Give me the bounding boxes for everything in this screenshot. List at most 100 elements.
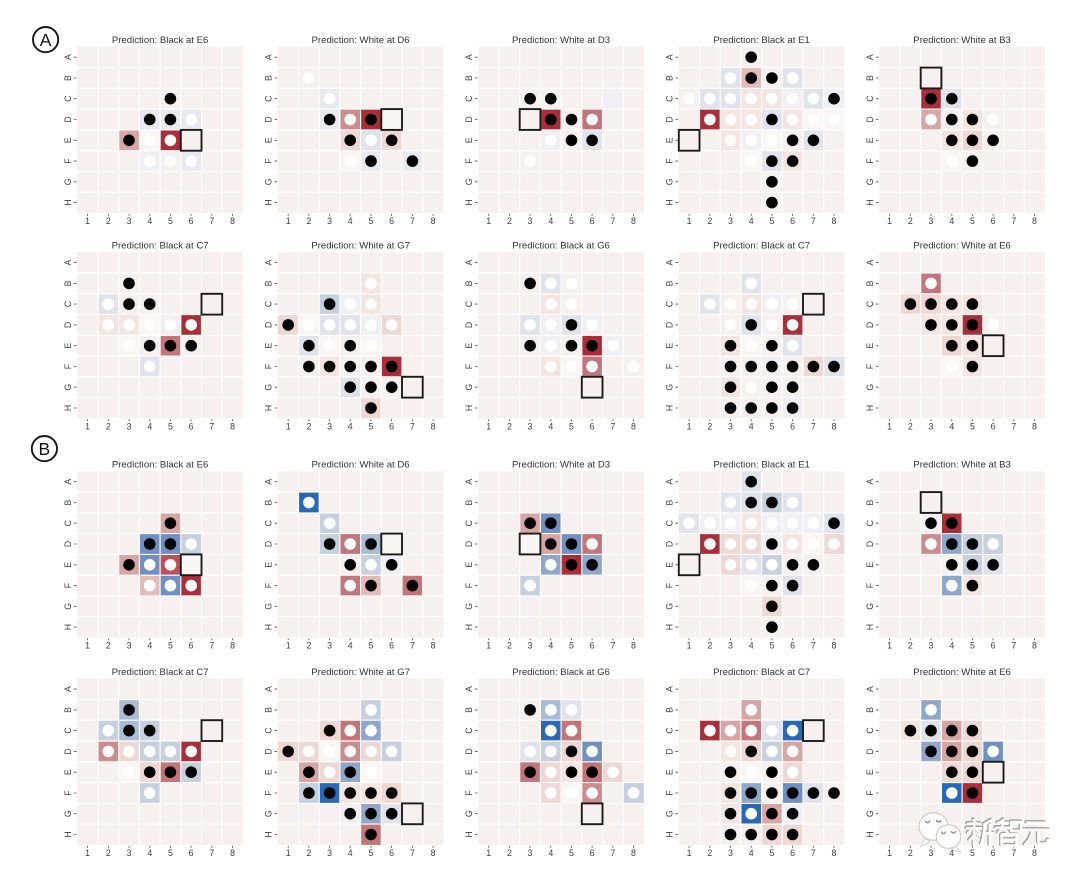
svg-text:8: 8 [832,216,837,226]
svg-text:8: 8 [631,848,636,858]
svg-text:C: C [464,727,474,734]
svg-text:A: A [264,260,274,266]
svg-text:5: 5 [970,422,975,432]
svg-text:8: 8 [230,216,235,226]
svg-text:5: 5 [168,422,173,432]
svg-text:3: 3 [929,216,934,226]
svg-text:7: 7 [410,848,415,858]
svg-text:2: 2 [306,848,311,858]
svg-text:C: C [264,519,274,526]
svg-text:E: E [264,137,274,143]
svg-text:2: 2 [707,422,712,432]
svg-text:4: 4 [147,641,152,651]
svg-text:2: 2 [507,422,512,432]
svg-text:6: 6 [389,216,394,226]
svg-text:6: 6 [189,216,194,226]
svg-text:C: C [464,95,474,102]
svg-text:A: A [464,479,474,485]
svg-text:C: C [63,519,73,526]
svg-text:F: F [665,790,675,796]
svg-text:2: 2 [306,641,311,651]
svg-text:F: F [63,363,73,369]
svg-text:H: H [264,831,274,837]
svg-text:H: H [63,199,73,205]
svg-text:B: B [264,280,274,286]
svg-text:C: C [264,727,274,734]
svg-text:Prediction: White at B3: Prediction: White at B3 [913,460,1011,471]
svg-text:5: 5 [569,848,574,858]
svg-text:4: 4 [949,641,954,651]
svg-text:8: 8 [431,422,436,432]
svg-text:E: E [264,343,274,349]
svg-text:Prediction: Black at C7: Prediction: Black at C7 [112,240,209,251]
svg-text:B: B [865,499,875,505]
svg-text:G: G [865,178,875,185]
svg-text:Prediction: Black at C7: Prediction: Black at C7 [713,240,810,251]
svg-text:3: 3 [127,422,132,432]
svg-text:B: B [865,707,875,713]
svg-text:H: H [63,831,73,837]
svg-text:4: 4 [348,216,353,226]
svg-text:7: 7 [811,216,816,226]
svg-text:B: B [865,75,875,81]
svg-text:A: A [665,54,675,60]
svg-text:7: 7 [610,216,615,226]
svg-text:D: D [63,748,73,754]
svg-text:4: 4 [949,848,954,858]
svg-text:2: 2 [106,422,111,432]
svg-text:5: 5 [569,422,574,432]
svg-text:6: 6 [991,216,996,226]
svg-text:4: 4 [348,848,353,858]
svg-text:3: 3 [327,848,332,858]
svg-text:3: 3 [528,216,533,226]
svg-text:6: 6 [189,848,194,858]
svg-text:G: G [63,384,73,391]
svg-text:6: 6 [389,641,394,651]
svg-text:A: A [464,686,474,692]
svg-text:2: 2 [908,422,913,432]
svg-text:7: 7 [1011,848,1016,858]
svg-text:4: 4 [147,422,152,432]
svg-text:A: A [665,686,675,692]
svg-text:H: H [464,405,474,411]
svg-text:G: G [63,810,73,817]
svg-text:5: 5 [168,848,173,858]
svg-text:H: H [665,199,675,205]
svg-text:F: F [865,790,875,796]
svg-text:8: 8 [1032,216,1037,226]
svg-text:F: F [865,158,875,164]
svg-text:8: 8 [431,216,436,226]
svg-text:7: 7 [1011,216,1016,226]
svg-text:F: F [264,363,274,369]
svg-text:8: 8 [230,848,235,858]
svg-text:5: 5 [970,216,975,226]
svg-text:C: C [63,300,73,307]
svg-text:G: G [665,178,675,185]
svg-text:E: E [865,562,875,568]
svg-text:A: A [865,54,875,60]
svg-text:F: F [264,158,274,164]
svg-text:6: 6 [790,216,795,226]
svg-text:7: 7 [811,848,816,858]
svg-text:3: 3 [528,641,533,651]
svg-text:8: 8 [832,422,837,432]
svg-text:G: G [665,810,675,817]
svg-text:2: 2 [707,641,712,651]
svg-text:1: 1 [887,422,892,432]
svg-text:H: H [264,405,274,411]
svg-text:7: 7 [610,641,615,651]
svg-text:8: 8 [832,848,837,858]
svg-text:3: 3 [127,848,132,858]
svg-text:B: B [665,499,675,505]
svg-text:B: B [665,75,675,81]
svg-text:6: 6 [189,422,194,432]
svg-text:5: 5 [368,641,373,651]
svg-text:4: 4 [548,848,553,858]
svg-text:C: C [63,95,73,102]
svg-text:H: H [865,831,875,837]
svg-text:3: 3 [728,422,733,432]
svg-text:A: A [264,54,274,60]
svg-text:Prediction: White at E6: Prediction: White at E6 [913,240,1011,251]
svg-text:3: 3 [929,422,934,432]
svg-text:E: E [665,137,675,143]
